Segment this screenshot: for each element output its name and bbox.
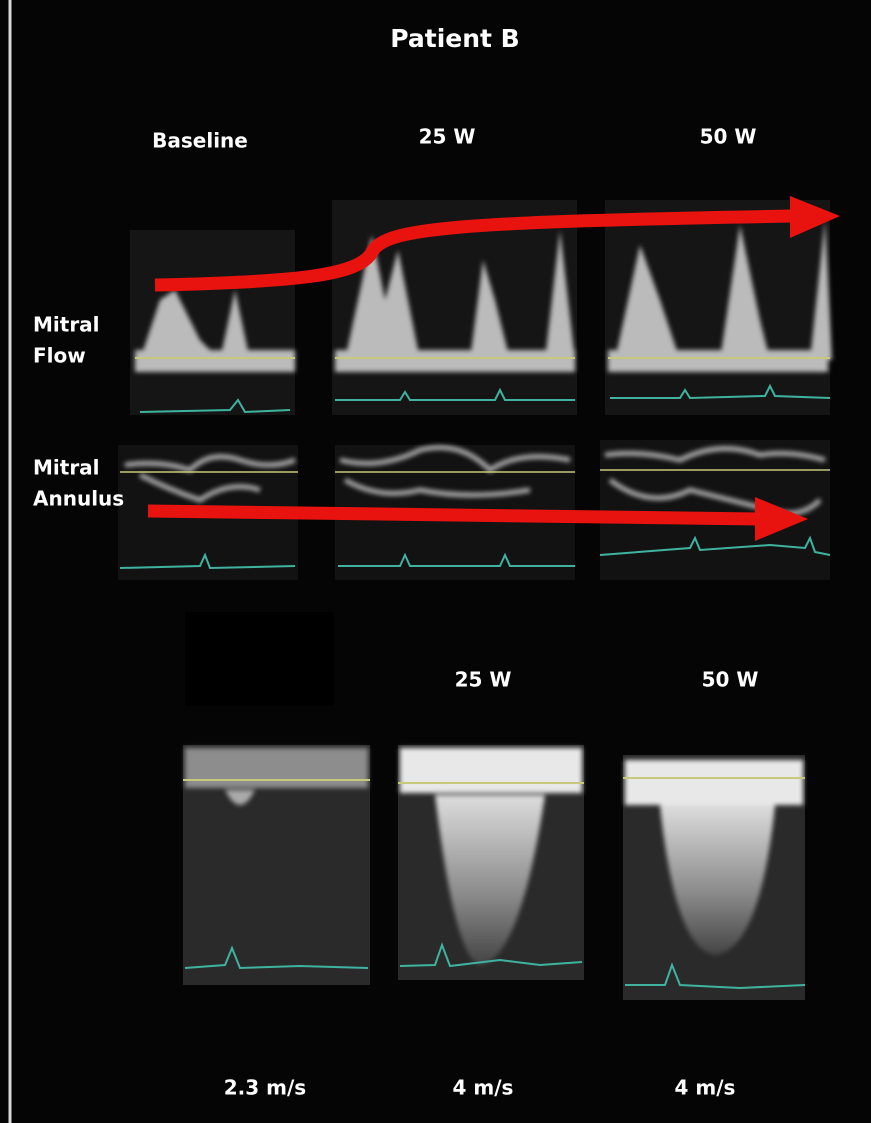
velocity-label: 4 m/s xyxy=(675,1076,736,1100)
column-label: 25 W xyxy=(455,668,512,692)
row-label: Mitral xyxy=(33,456,100,480)
mitral-flow-panels xyxy=(130,200,832,415)
page: {"title": "Patient B", "top_columns": ["… xyxy=(0,0,871,1123)
doppler-panels xyxy=(183,745,805,1000)
figure: Patient B Baseline 25 W 50 W Mitral Flow… xyxy=(0,0,871,1123)
velocity-label: 4 m/s xyxy=(453,1076,514,1100)
title: Patient B xyxy=(390,24,520,53)
row-label: Mitral xyxy=(33,313,100,337)
column-label: 25 W xyxy=(419,125,476,149)
blank-box xyxy=(185,612,334,706)
column-label: 50 W xyxy=(702,668,759,692)
row-label: Flow xyxy=(33,344,86,368)
column-label: 50 W xyxy=(700,125,757,149)
velocity-label: 2.3 m/s xyxy=(224,1076,306,1100)
column-label: Baseline xyxy=(152,129,248,153)
row-label: Annulus xyxy=(33,487,124,511)
